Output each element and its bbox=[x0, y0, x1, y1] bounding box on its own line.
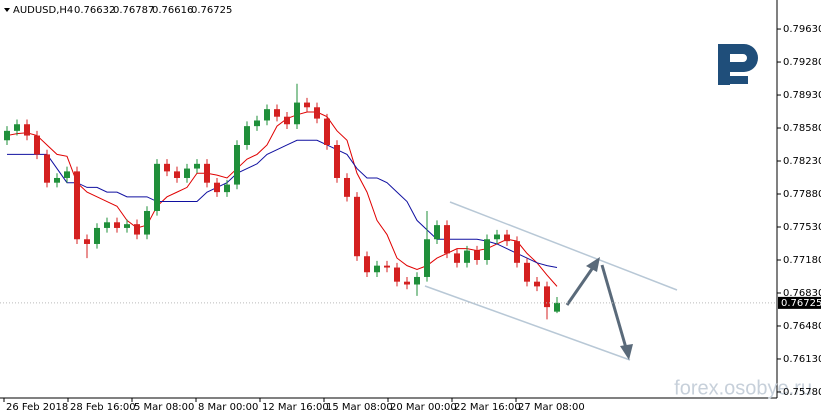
candle-body bbox=[234, 144, 240, 185]
candle-body bbox=[174, 171, 180, 178]
candle-body bbox=[74, 171, 80, 240]
candle-body bbox=[384, 265, 390, 268]
x-tick-label: 5 Mar 08:00 bbox=[134, 402, 194, 413]
candle-body bbox=[44, 154, 50, 183]
candle-body bbox=[504, 234, 510, 242]
candle-body bbox=[414, 276, 420, 285]
watermark: forex.osobye.ru bbox=[674, 377, 812, 399]
indicator-line bbox=[7, 139, 558, 269]
candle-body bbox=[554, 302, 560, 312]
candle-body bbox=[4, 130, 10, 141]
x-tick-label: 27 Mar 08:00 bbox=[518, 402, 585, 413]
candle-body bbox=[364, 256, 370, 273]
candle-body bbox=[484, 239, 490, 260]
candle-body bbox=[194, 163, 200, 169]
candle-body bbox=[354, 196, 360, 257]
candle-body bbox=[184, 168, 190, 178]
candle-body bbox=[84, 239, 90, 244]
x-tick-label: 20 Mar 00:00 bbox=[390, 402, 457, 413]
candle-body bbox=[444, 225, 450, 254]
candle-body bbox=[464, 250, 470, 263]
candle-body bbox=[394, 267, 400, 282]
candle-body bbox=[304, 102, 310, 108]
candle-body bbox=[474, 250, 480, 260]
header-close: 0.76725 bbox=[191, 5, 232, 16]
candle-body bbox=[244, 126, 250, 145]
candle-body bbox=[434, 225, 440, 240]
candle-body bbox=[154, 163, 160, 211]
candle-body bbox=[94, 227, 100, 244]
candle-body bbox=[284, 116, 290, 125]
candle-body bbox=[294, 102, 300, 125]
indicator-line bbox=[6, 111, 558, 287]
candle-body bbox=[64, 171, 70, 178]
candle-body bbox=[34, 135, 40, 155]
candle-body bbox=[534, 281, 540, 287]
candle-body bbox=[114, 222, 120, 228]
header-open: 0.76632 bbox=[74, 5, 115, 16]
y-tick-label: 0.76480 bbox=[783, 321, 821, 332]
y-tick-label: 0.77530 bbox=[783, 222, 821, 233]
candle-body bbox=[314, 107, 320, 119]
candle-body bbox=[324, 118, 330, 145]
forecast-arrows bbox=[565, 257, 633, 360]
candle-body bbox=[544, 286, 550, 308]
candle-body bbox=[204, 163, 210, 183]
candle-body bbox=[514, 241, 520, 263]
x-tick-label: 15 Mar 08:00 bbox=[326, 402, 393, 413]
x-tick-label: 12 Mar 16:00 bbox=[262, 402, 329, 413]
y-tick-label: 0.78230 bbox=[783, 156, 821, 167]
channel-line bbox=[449, 201, 678, 291]
candle-body bbox=[454, 253, 460, 263]
candle-body bbox=[104, 222, 110, 228]
header-low: 0.76616 bbox=[152, 5, 193, 16]
candle-body bbox=[224, 184, 230, 193]
y-tick-label: 0.78930 bbox=[783, 90, 821, 101]
candle-body bbox=[264, 109, 270, 121]
symbol-title: AUDUSD,H4 bbox=[13, 5, 73, 16]
current-price-box bbox=[778, 296, 821, 309]
x-tick-label: 28 Feb 16:00 bbox=[70, 402, 136, 413]
candle-body bbox=[374, 265, 380, 273]
candle-body bbox=[334, 144, 340, 178]
candle-body bbox=[404, 281, 410, 285]
candle-body bbox=[54, 177, 60, 183]
plot-area bbox=[4, 83, 560, 320]
x-tick-label: 22 Mar 16:00 bbox=[454, 402, 521, 413]
candle-body bbox=[164, 163, 170, 172]
candle-body bbox=[144, 210, 150, 235]
candle-body bbox=[344, 177, 350, 197]
y-tick-label: 0.79630 bbox=[783, 24, 821, 35]
header-high: 0.76787 bbox=[113, 5, 154, 16]
candle-body bbox=[14, 124, 20, 131]
candle-body bbox=[494, 234, 500, 240]
candle-body bbox=[124, 224, 130, 228]
candle-body bbox=[24, 124, 30, 136]
y-tick-label: 0.77880 bbox=[783, 189, 821, 200]
y-tick-label: 0.76130 bbox=[783, 354, 821, 365]
y-tick-label: 0.76830 bbox=[783, 288, 821, 299]
logo bbox=[718, 44, 758, 85]
x-tick-label: 26 Feb 2018 bbox=[6, 402, 68, 413]
candle-body bbox=[274, 109, 280, 117]
y-tick-label: 0.79280 bbox=[783, 57, 821, 68]
candle-body bbox=[254, 120, 260, 127]
candle-body bbox=[424, 239, 430, 277]
candle-body bbox=[524, 262, 530, 282]
y-tick-label: 0.78580 bbox=[783, 123, 821, 134]
current-price-label: 0.76725 bbox=[781, 298, 821, 309]
header: AUDUSD,H4 0.76632 0.76787 0.76616 0.7672… bbox=[4, 5, 232, 16]
x-tick-label: 8 Mar 00:00 bbox=[198, 402, 258, 413]
y-tick-label: 0.77180 bbox=[783, 255, 821, 266]
candle-body bbox=[134, 224, 140, 235]
channel-line bbox=[424, 285, 631, 361]
y-tick-label: 0.75780 bbox=[783, 387, 821, 398]
candle-body bbox=[214, 182, 220, 193]
